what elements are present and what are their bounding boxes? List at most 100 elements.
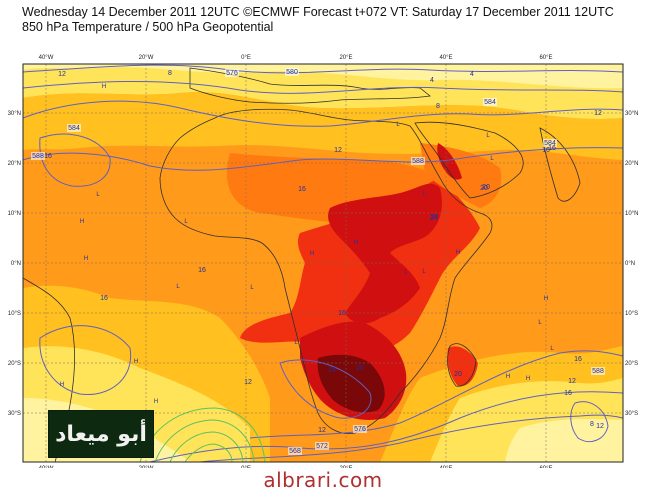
lat-label-right: 30°S	[625, 411, 638, 417]
lat-label-right: 0°N	[625, 261, 635, 267]
map-canvas: 40°W40°W20°W20°W0°E0°E20°E20°E40°E40°E60…	[8, 55, 639, 472]
temp-zone-north-pale	[23, 64, 623, 89]
contour-label-bg	[483, 98, 497, 106]
low-pressure-mark: L	[538, 320, 542, 326]
high-pressure-mark: H	[134, 359, 138, 365]
lon-label-top: 20°E	[339, 55, 352, 61]
contour-label: 580	[286, 69, 298, 76]
lon-label-top: 20°W	[139, 55, 154, 61]
high-pressure-mark: H	[154, 399, 158, 405]
coast-europe	[189, 67, 431, 104]
chart-header: Wednesday 14 December 2011 12UTC ©ECMWF …	[22, 5, 614, 35]
temperature-label: 12	[318, 427, 326, 434]
contour-label-bg	[591, 367, 605, 375]
high-pressure-mark: H	[354, 240, 358, 246]
logo-text: أبو ميعاد	[55, 421, 147, 447]
high-pressure-mark: H	[456, 250, 460, 256]
lon-label-top: 0°E	[241, 55, 251, 61]
temperature-label: 8	[590, 421, 594, 428]
header-subtitle: 850 hPa Temperature / 500 hPa Geopotenti…	[22, 20, 274, 34]
high-pressure-mark: H	[526, 376, 530, 382]
temperature-label: 8	[436, 103, 440, 110]
temperature-label: 16	[548, 145, 556, 152]
temperature-label: 16	[298, 186, 306, 193]
contour-label: 584	[484, 99, 496, 106]
green-contour-2	[154, 419, 255, 463]
contour-closed-low-1	[39, 133, 111, 187]
temperature-label: 24	[430, 215, 438, 222]
geopotential-contours	[22, 64, 624, 463]
lat-label-left: 20°S	[8, 361, 21, 367]
lon-label-top: 40°E	[439, 55, 452, 61]
temp-zone-redsea-28	[437, 143, 462, 180]
contour-label: 588	[32, 153, 44, 160]
high-pressure-mark: H	[102, 84, 106, 90]
contour-label-bg	[225, 69, 239, 77]
temperature-label: 16	[198, 267, 206, 274]
contour-south-1	[279, 359, 372, 419]
contour-label: 568	[289, 448, 301, 455]
temperature-label: 20	[430, 214, 438, 221]
high-pressure-mark: H	[506, 374, 510, 380]
contour-closed-sw	[570, 401, 609, 442]
temperature-label: 16	[100, 295, 108, 302]
contour-label: 576	[226, 70, 238, 77]
contour-584-north	[22, 100, 624, 127]
coast-madagascar	[447, 343, 477, 387]
temperature-label: 20	[454, 371, 462, 378]
pressure-marks: H H H H H H H H H H H H L L L L L L L L L L L L L	[60, 84, 555, 405]
lat-label-left: 30°N	[8, 111, 21, 117]
contour-label: 584	[68, 125, 80, 132]
contour-closed-low-2	[39, 325, 132, 395]
contour-south-2	[249, 350, 624, 439]
temperature-label: 24	[328, 367, 336, 374]
low-pressure-mark: L	[422, 269, 426, 275]
temperature-label: 8	[168, 70, 172, 77]
low-pressure-mark: L	[422, 191, 426, 197]
low-pressure-mark: L	[396, 122, 400, 128]
low-pressure-mark: L	[250, 285, 254, 291]
temp-zone-indian-4	[505, 418, 623, 462]
coast-arabia	[414, 121, 524, 199]
high-pressure-mark: H	[60, 382, 64, 388]
low-pressure-mark: L	[404, 270, 408, 276]
lat-label-right: 20°S	[625, 361, 638, 367]
contour-label-bg	[543, 139, 557, 147]
lat-label-right: 30°N	[625, 111, 638, 117]
low-pressure-mark: L	[96, 192, 100, 198]
contour-588-mid	[22, 147, 624, 171]
contour-label: 588	[592, 368, 604, 375]
high-pressure-mark: H	[84, 256, 88, 262]
watermark: albrari.com	[263, 468, 383, 492]
low-pressure-mark: L	[176, 284, 180, 290]
temperature-label: 16	[44, 153, 52, 160]
low-pressure-mark: L	[184, 219, 188, 225]
low-pressure-mark: L	[486, 133, 490, 139]
contour-label-bg	[315, 442, 329, 450]
contour-south-4	[199, 414, 624, 463]
lat-label-right: 10°N	[625, 211, 638, 217]
lat-label-left: 0°N	[11, 261, 21, 267]
contour-labels: 576 580 584 588 576 572 568 588 584 584 588	[31, 68, 605, 455]
temperature-label: 16	[574, 356, 582, 363]
temperature-label: 12	[594, 110, 602, 117]
lon-label-top: 40°W	[39, 55, 54, 61]
temperature-labels: 12 84121216161616202016161612128842420241…	[44, 70, 604, 434]
temp-zone-south-africa-32	[317, 354, 385, 413]
high-pressure-mark: H	[80, 219, 84, 225]
low-pressure-mark: L	[294, 340, 298, 346]
high-pressure-mark: H	[544, 296, 548, 302]
contour-label: 584	[544, 140, 556, 147]
contour-label: 572	[316, 443, 328, 450]
contour-label-bg	[288, 447, 302, 455]
lat-label-left: 10°S	[8, 311, 21, 317]
temperature-label: 12	[568, 378, 576, 385]
green-contour-4	[184, 443, 233, 463]
temperature-label: 20	[480, 185, 488, 192]
lat-label-right: 10°S	[625, 311, 638, 317]
logo-badge: أبو ميعاد	[48, 410, 154, 458]
header-title: Wednesday 14 December 2011 12UTC ©ECMWF …	[22, 5, 614, 19]
lat-label-left: 30°S	[8, 411, 21, 417]
contour-label-bg	[353, 425, 367, 433]
high-pressure-mark: H	[310, 251, 314, 257]
